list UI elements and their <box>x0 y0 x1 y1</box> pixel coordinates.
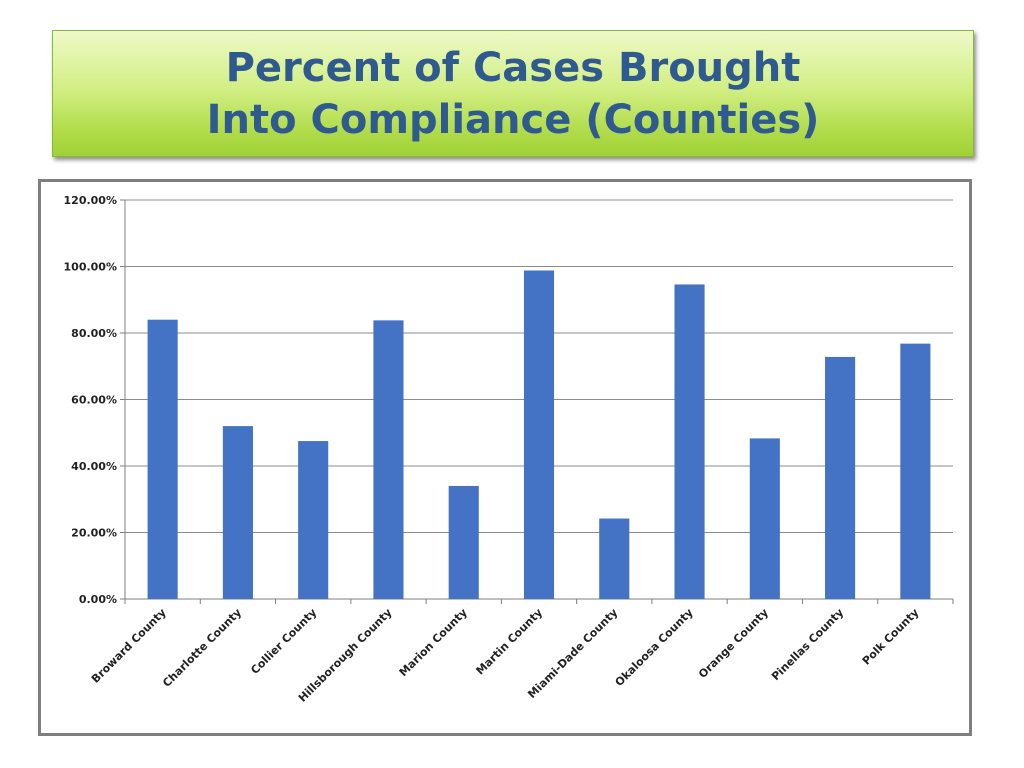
x-category-label: Martin County <box>474 606 546 678</box>
y-tick-label: 100.00% <box>64 261 117 274</box>
x-category-label: Orange County <box>696 606 771 681</box>
bar <box>599 518 630 599</box>
bar <box>749 438 780 599</box>
x-category-label: Charlotte County <box>160 606 244 690</box>
y-tick-label: 0.00% <box>79 593 117 606</box>
x-category-label: Marion County <box>397 606 470 679</box>
x-category-label: Broward County <box>89 606 169 686</box>
bar <box>523 270 555 599</box>
x-category-label: Pinellas County <box>769 606 846 683</box>
bar <box>222 426 253 599</box>
chart-frame: 0.00% 20.00% 40.00% 60.00% 80.00% 100.00% 120.… <box>38 179 972 736</box>
title-line-2: Into Compliance (Counties) <box>206 96 820 143</box>
y-tick-label: 120.00% <box>64 194 117 207</box>
y-tick-label: 20.00% <box>71 527 117 540</box>
bar <box>147 319 178 599</box>
bar <box>448 485 479 599</box>
title-line-1: Percent of Cases Brought <box>225 44 801 91</box>
y-tick-label: 60.00% <box>71 394 117 407</box>
title-banner: Percent of Cases Brought Into Compliance… <box>52 30 974 157</box>
bar <box>674 284 705 599</box>
y-tick-label: 80.00% <box>71 327 117 340</box>
x-category-label: Collier County <box>248 606 319 677</box>
slide-title: Percent of Cases Brought Into Compliance… <box>207 42 820 146</box>
bar <box>298 441 329 599</box>
x-category-label: Okaloosa County <box>613 606 696 689</box>
bar <box>373 320 404 599</box>
bar <box>825 356 856 599</box>
y-tick-label: 40.00% <box>71 460 117 473</box>
x-category-label: Polk County <box>860 606 922 668</box>
bar-chart: 0.00% 20.00% 40.00% 60.00% 80.00% 100.00% 120.… <box>64 194 954 705</box>
bar <box>900 343 931 599</box>
